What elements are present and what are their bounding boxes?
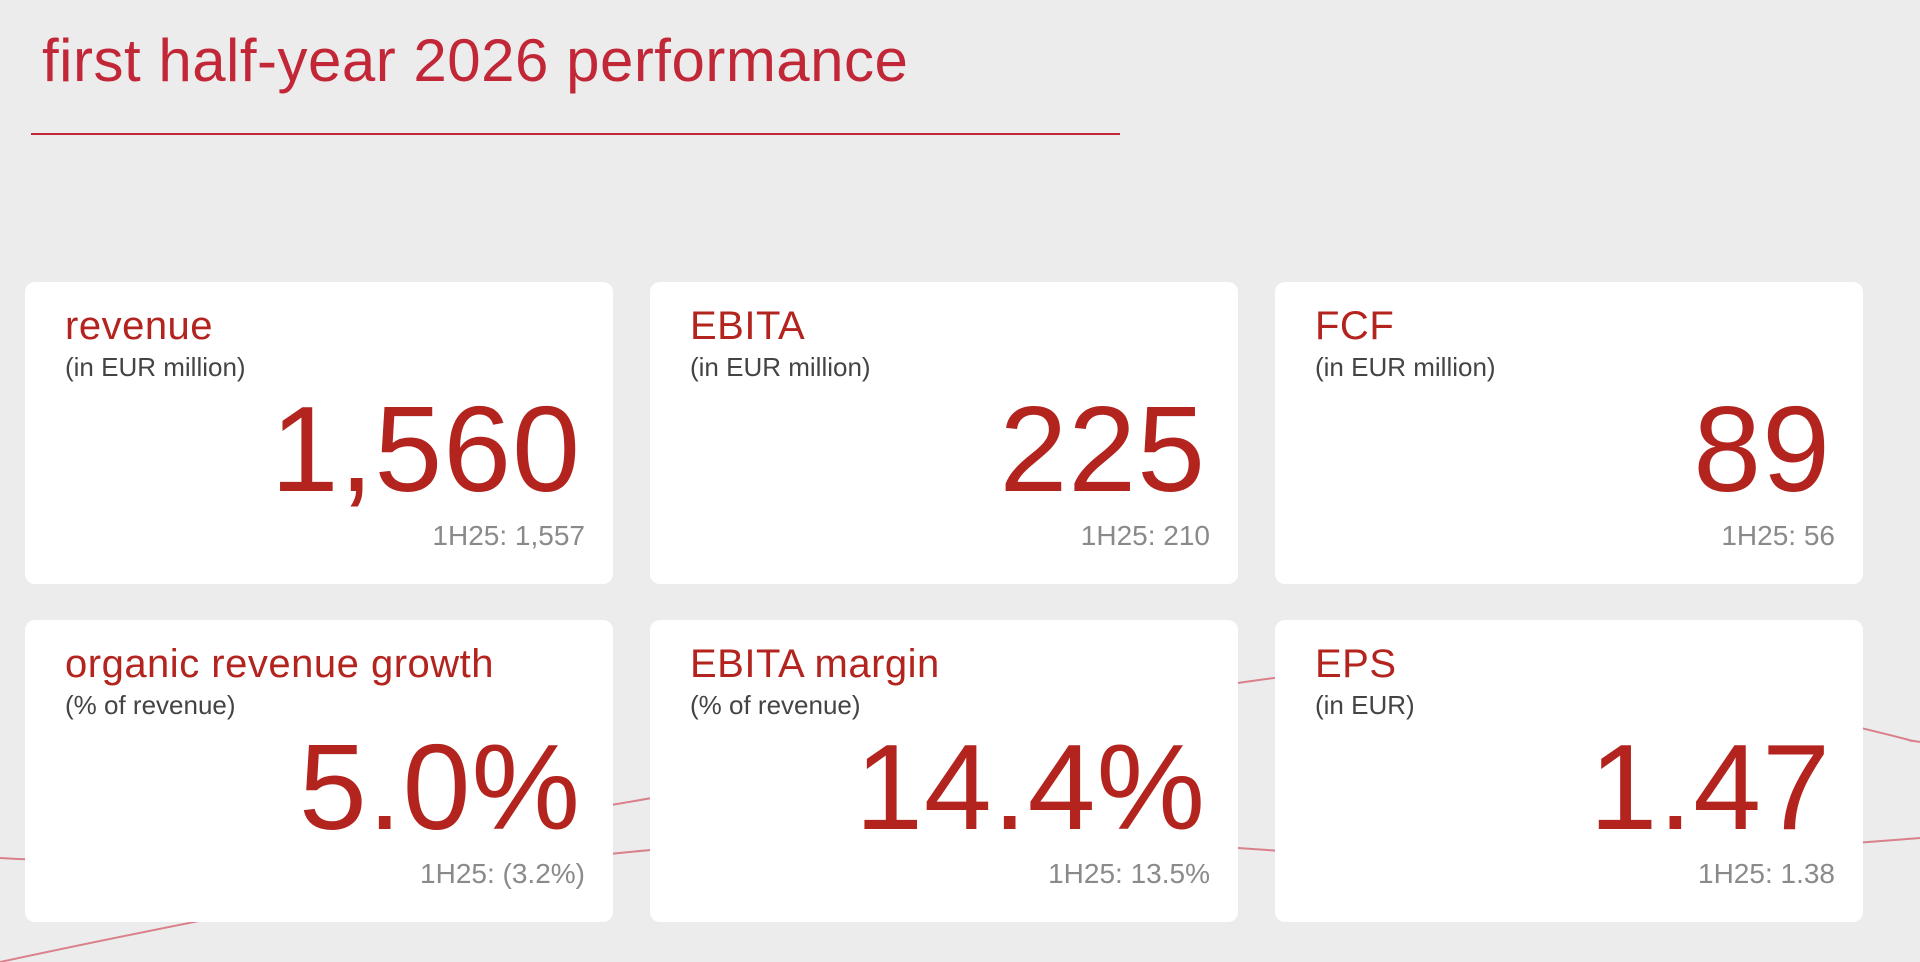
- kpi-prior-period: 1H25: 56: [1721, 520, 1835, 551]
- kpi-value: 5.0%: [298, 719, 581, 855]
- kpi-label: organic revenue growth: [65, 642, 495, 686]
- kpi-value: 1,560: [270, 381, 581, 517]
- kpi-unit: (in EUR million): [1315, 352, 1496, 382]
- page-title: first half-year 2026 performance: [42, 27, 909, 94]
- kpi-prior-period: 1H25: 13.5%: [1048, 858, 1210, 889]
- kpi-prior-period: 1H25: (3.2%): [420, 858, 585, 889]
- kpi-card-ebita: EBITA (in EUR million) 225 1H25: 210: [650, 282, 1238, 584]
- kpi-unit: (% of revenue): [690, 690, 861, 720]
- kpi-label: EBITA margin: [690, 642, 940, 686]
- kpi-card-revenue: revenue (in EUR million) 1,560 1H25: 1,5…: [25, 282, 613, 584]
- kpi-card-ebita-margin: EBITA margin (% of revenue) 14.4% 1H25: …: [650, 620, 1238, 922]
- kpi-card-eps: EPS (in EUR) 1.47 1H25: 1.38: [1275, 620, 1863, 922]
- title-divider: [31, 133, 1120, 135]
- kpi-card-organic-revenue-growth: organic revenue growth (% of revenue) 5.…: [25, 620, 613, 922]
- kpi-value: 1.47: [1589, 719, 1831, 855]
- kpi-prior-period: 1H25: 1,557: [432, 520, 585, 551]
- kpi-label: EBITA: [690, 304, 806, 348]
- kpi-card-fcf: FCF (in EUR million) 89 1H25: 56: [1275, 282, 1863, 584]
- kpi-unit: (in EUR): [1315, 690, 1415, 720]
- kpi-value: 89: [1693, 381, 1831, 517]
- kpi-value: 14.4%: [855, 719, 1206, 855]
- kpi-prior-period: 1H25: 210: [1080, 520, 1210, 551]
- kpi-value: 225: [999, 381, 1206, 517]
- kpi-unit: (in EUR million): [690, 352, 871, 382]
- kpi-label: EPS: [1315, 642, 1397, 686]
- kpi-unit: (in EUR million): [65, 352, 246, 382]
- kpi-unit: (% of revenue): [65, 690, 236, 720]
- kpi-prior-period: 1H25: 1.38: [1698, 858, 1835, 889]
- kpi-label: FCF: [1315, 304, 1395, 348]
- kpi-label: revenue: [65, 304, 214, 348]
